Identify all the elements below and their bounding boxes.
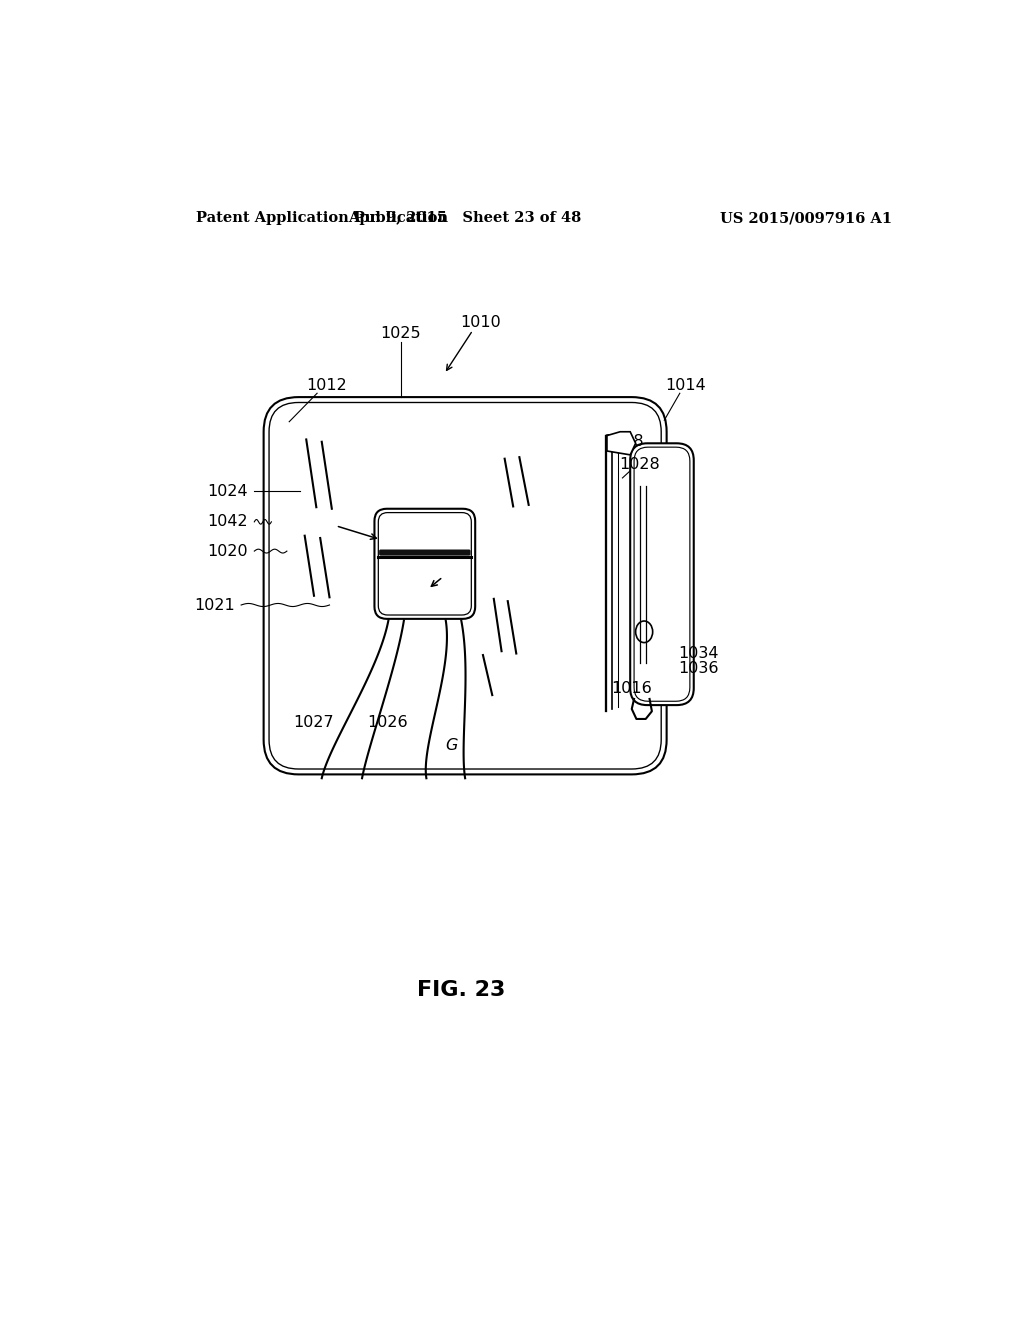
FancyBboxPatch shape — [263, 397, 667, 775]
Text: 1034: 1034 — [678, 645, 719, 661]
Text: 1027: 1027 — [294, 715, 334, 730]
Text: 1020: 1020 — [208, 544, 248, 558]
Text: 1042: 1042 — [208, 515, 248, 529]
FancyBboxPatch shape — [375, 508, 475, 619]
Text: G: G — [445, 738, 458, 752]
Text: FIG. 23: FIG. 23 — [417, 979, 506, 1001]
Text: 1014: 1014 — [666, 378, 707, 393]
FancyBboxPatch shape — [378, 512, 471, 615]
FancyBboxPatch shape — [379, 549, 471, 556]
Text: Patent Application Publication: Patent Application Publication — [197, 211, 449, 226]
Text: 1010: 1010 — [460, 315, 501, 330]
Text: 1038: 1038 — [604, 434, 644, 449]
Text: 1025: 1025 — [381, 326, 421, 341]
Text: 1016: 1016 — [611, 681, 652, 696]
Text: 1012: 1012 — [306, 378, 347, 393]
Polygon shape — [607, 432, 636, 455]
Text: 1036: 1036 — [678, 661, 719, 676]
Text: 1026: 1026 — [368, 715, 408, 730]
Text: 1024: 1024 — [208, 483, 248, 499]
Text: Apr. 9, 2015   Sheet 23 of 48: Apr. 9, 2015 Sheet 23 of 48 — [348, 211, 582, 226]
Text: 1021: 1021 — [195, 598, 234, 612]
FancyBboxPatch shape — [634, 447, 690, 701]
Text: US 2015/0097916 A1: US 2015/0097916 A1 — [720, 211, 892, 226]
FancyBboxPatch shape — [630, 444, 693, 705]
Text: 1028: 1028 — [620, 457, 659, 471]
